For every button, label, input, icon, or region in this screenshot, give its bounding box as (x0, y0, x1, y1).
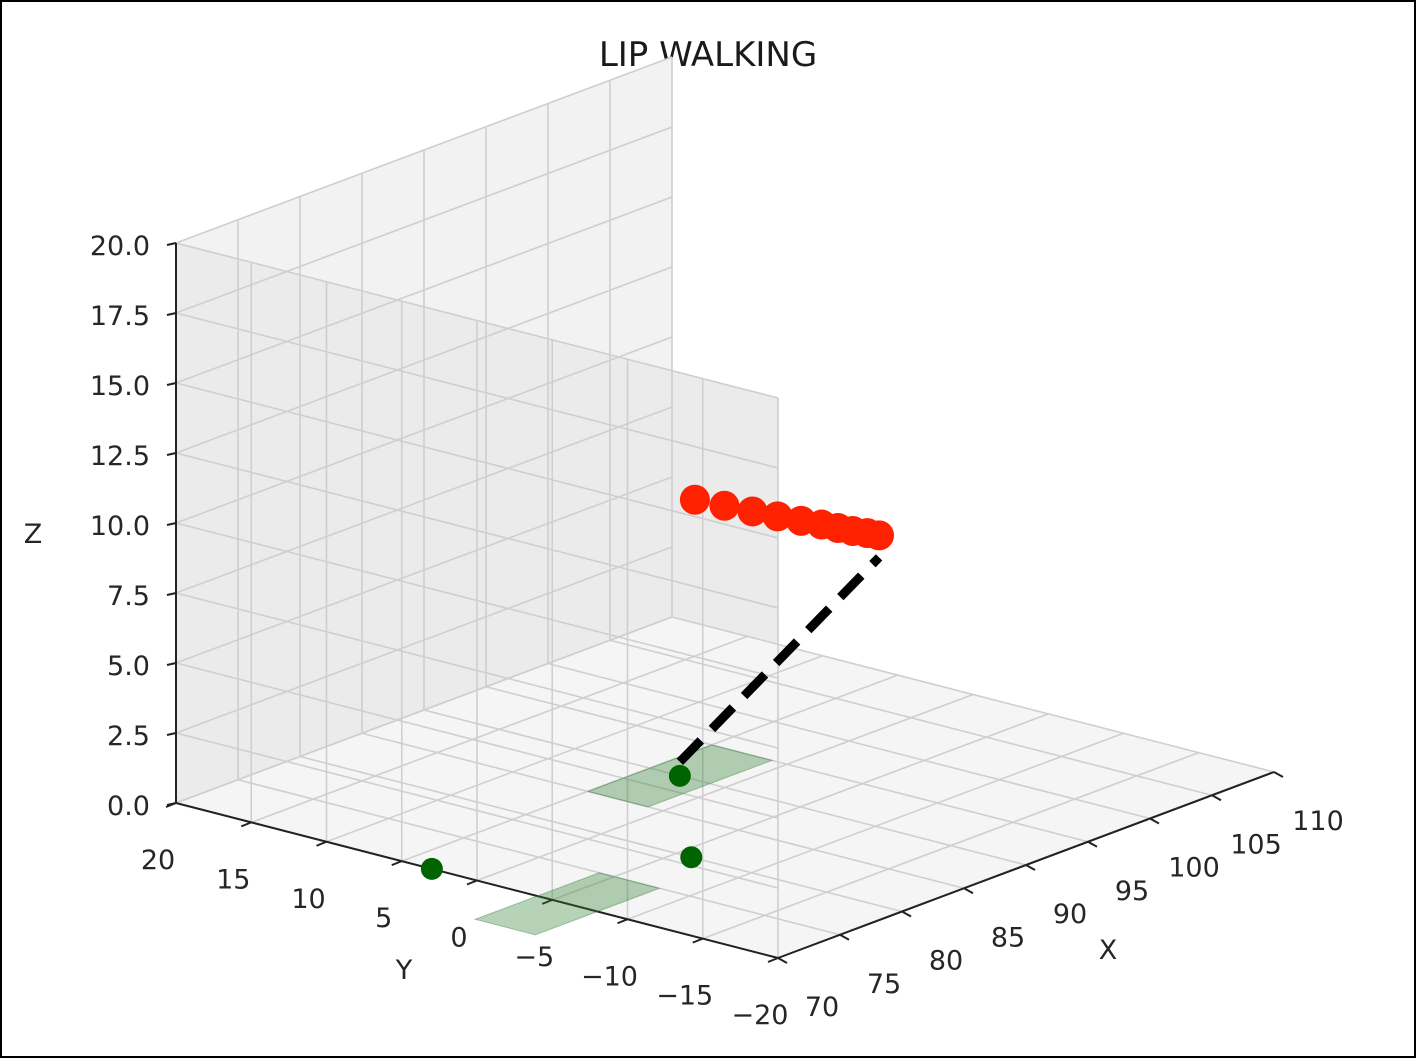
y-tick-label: −5 (514, 942, 554, 973)
grid-line-z-back (175, 56, 673, 244)
y-tick-label: −15 (656, 981, 713, 1012)
z-tick-label: 12.5 (90, 441, 150, 472)
grid-line-z-back (175, 546, 673, 734)
x-tick-label: 80 (929, 946, 963, 977)
com-trajectory-point (864, 520, 895, 551)
grid-line-z-back (175, 406, 673, 594)
x-tick-mark (1211, 794, 1222, 802)
com-trajectory-point (679, 484, 710, 515)
z-tick-label: 10.0 (90, 511, 150, 542)
z-tick-label: 7.5 (107, 581, 150, 612)
x-tick-mark (839, 933, 850, 941)
foot-contact-point (668, 764, 691, 787)
y-tick-mark (617, 918, 628, 925)
y-tick-mark (240, 821, 252, 828)
x-tick-mark (1025, 864, 1036, 871)
grid-line-z-back (175, 616, 673, 804)
y-axis-label: Y (395, 955, 413, 986)
z-tick-mark (166, 312, 177, 316)
grid-line-y-floor (401, 674, 899, 862)
support-pad (473, 872, 662, 936)
x-tick-label: 100 (1168, 853, 1220, 884)
grid-line-y-floor (702, 751, 1200, 940)
data-marks (420, 484, 895, 880)
grid-line-y-floor (551, 713, 1049, 901)
y-tick-label: −10 (581, 961, 638, 992)
x-axis-label: X (1099, 935, 1118, 966)
z-tick-label: 15.0 (90, 371, 150, 402)
x-tick-label: 105 (1230, 829, 1282, 860)
z-tick-label: 0.0 (107, 791, 150, 822)
z-tick-mark (166, 662, 177, 666)
foot-contact-point (680, 846, 703, 869)
x-tick-mark (1149, 817, 1160, 825)
y-tick-mark (316, 840, 327, 847)
com-trajectory-point (709, 490, 740, 521)
grid-line-z-side (175, 662, 779, 819)
x-tick-mark (1273, 771, 1284, 778)
grid-line-z-back (175, 336, 673, 524)
grid-line-y-floor (476, 693, 974, 882)
grid-line-z-side (175, 592, 779, 749)
x-tick-mark (901, 910, 912, 918)
z-tick-mark (166, 522, 177, 526)
grid-line-z-side (175, 382, 779, 539)
z-tick-mark (166, 382, 177, 386)
com-trajectory-point (762, 501, 793, 532)
x-tick-mark (1087, 840, 1098, 848)
z-tick-label: 2.5 (107, 721, 150, 752)
grid-line-z-side (175, 312, 779, 469)
grid-line-z-side (175, 522, 779, 679)
z-axis-label: Z (24, 519, 43, 550)
grid-line-z-side (175, 242, 779, 399)
foot-contact-point (420, 857, 443, 880)
x-tick-mark (777, 957, 788, 964)
y-tick-label: −20 (732, 1000, 789, 1031)
x-tick-label: 90 (1053, 899, 1087, 930)
z-tick-mark (166, 452, 177, 456)
x-tick-mark (963, 887, 974, 895)
grid-line-z-side (175, 452, 779, 609)
axis-ticks: 70758085909510010511020151050−5−10−15−20… (90, 231, 1344, 1031)
y-tick-mark (541, 898, 553, 905)
x-tick-label: 95 (1115, 876, 1149, 907)
y-tick-label: 20 (141, 845, 175, 876)
z-tick-mark (166, 242, 177, 246)
leg-dashed-line (676, 554, 883, 766)
grid-line-z-back (175, 476, 673, 664)
x-tick-label: 75 (867, 969, 901, 1000)
grid-line-z-back (175, 126, 673, 314)
z-tick-label: 5.0 (107, 651, 150, 682)
x-tick-label: 110 (1292, 806, 1344, 837)
grid-line-y-floor (250, 635, 748, 824)
grid-line-z-back (175, 266, 673, 454)
z-tick-mark (166, 802, 177, 806)
chart-title: LIP WALKING (599, 35, 817, 75)
y-tick-mark (767, 957, 779, 963)
grid-line-y-floor (326, 655, 823, 843)
y-tick-mark (391, 860, 403, 867)
z-tick-label: 20.0 (90, 231, 150, 262)
y-tick-mark (692, 937, 704, 944)
y-tick-mark (466, 879, 478, 886)
y-tick-label: 5 (375, 903, 392, 934)
grid-line-z-side (175, 732, 779, 889)
z-tick-mark (166, 732, 177, 736)
z-tick-label: 17.5 (90, 301, 150, 332)
x-tick-label: 85 (991, 922, 1025, 953)
y-tick-label: 10 (291, 884, 325, 915)
y-tick-label: 0 (450, 923, 467, 954)
grid-line-z-back (175, 196, 673, 384)
y-tick-label: 15 (216, 864, 250, 895)
z-tick-mark (166, 592, 177, 596)
grid-line-y-floor (627, 732, 1124, 920)
com-trajectory-point (737, 496, 768, 527)
x-tick-label: 70 (805, 992, 839, 1023)
